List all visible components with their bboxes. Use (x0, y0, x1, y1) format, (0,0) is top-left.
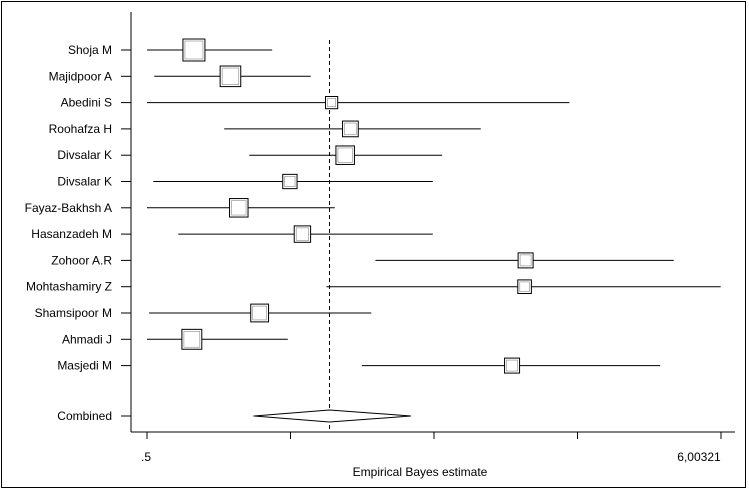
study-label: Masjedi M (57, 359, 112, 373)
weight-box-inner (252, 305, 267, 321)
weight-box (504, 357, 521, 374)
combined-label: Combined (57, 409, 112, 423)
study-row: Divsalar K (57, 145, 443, 165)
weight-box (182, 38, 206, 62)
weight-box-inner (183, 331, 201, 348)
weight-box (325, 96, 339, 110)
x-tick-label-max: 6,00321 (677, 450, 721, 464)
study-label: Abedini S (61, 96, 112, 110)
study-label: Hasanzadeh M (31, 227, 112, 241)
weight-box-inner (327, 98, 337, 107)
weight-box (517, 279, 532, 294)
study-row: Zohoor A.R (51, 252, 674, 269)
weight-box-inner (344, 122, 357, 136)
weight-box-inner (284, 176, 296, 187)
study-row: Mohtashamiry Z (26, 279, 721, 294)
weight-box-inner (184, 40, 204, 60)
study-label: Divsalar K (57, 148, 112, 162)
weight-box (282, 173, 298, 190)
weight-box (342, 120, 359, 138)
study-label: Majidpoor A (49, 69, 112, 83)
weight-box (293, 225, 312, 243)
study-row: Abedini S (61, 96, 570, 110)
study-label: Mohtashamiry Z (26, 280, 112, 294)
study-row: Shamsipoor M (35, 303, 372, 323)
study-rows: Shoja M Majidpoor A Abedini S Roohafza H Div… (25, 38, 721, 374)
study-row: Hasanzadeh M (31, 225, 433, 243)
study-label: Divsalar K (57, 175, 112, 189)
weight-box (219, 65, 242, 88)
study-label: Shamsipoor M (35, 306, 112, 320)
study-row: Ahmadi J (62, 328, 288, 350)
weight-box (335, 145, 355, 165)
weight-box-inner (221, 67, 240, 85)
weight-box-inner (295, 227, 309, 241)
combined-diamond (253, 409, 411, 423)
study-row: Masjedi M (57, 357, 661, 374)
weight-box-inner (337, 147, 353, 163)
study-label: Zohoor A.R (51, 253, 112, 267)
study-row: Shoja M (68, 38, 273, 62)
x-tick-label-min: .5 (141, 450, 151, 464)
study-label: Roohafza H (49, 122, 112, 136)
x-axis-ticks (146, 432, 722, 439)
weight-box-inner (519, 254, 532, 267)
weight-box-inner (519, 281, 530, 292)
study-label: Ahmadi J (62, 332, 112, 346)
study-row: Roohafza H (49, 120, 481, 138)
study-label: Shoja M (68, 43, 112, 57)
weight-box (181, 328, 203, 350)
weight-box-inner (506, 359, 518, 372)
x-axis-label: Empirical Bayes estimate (353, 465, 488, 479)
study-row: Majidpoor A (49, 65, 311, 88)
combined-row: Combined (57, 409, 411, 423)
study-row: Divsalar K (57, 173, 433, 190)
weight-box (229, 198, 249, 218)
study-row: Fayaz-Bakhsh A (25, 198, 335, 218)
weight-box-inner (231, 200, 247, 216)
study-label: Fayaz-Bakhsh A (25, 201, 112, 215)
weight-box (517, 252, 534, 269)
weight-box (250, 303, 270, 323)
